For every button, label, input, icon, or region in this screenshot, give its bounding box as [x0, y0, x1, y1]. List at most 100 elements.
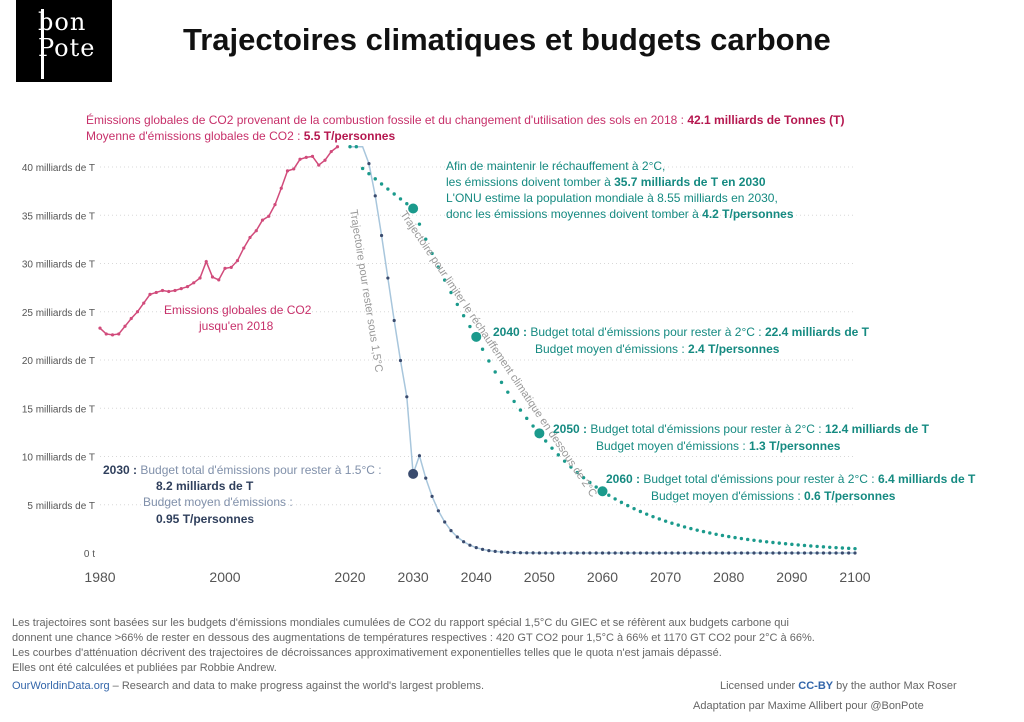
annotation-2060-line2: Budget moyen d'émissions : 0.6 T/personn…	[651, 489, 896, 503]
path-15c-point	[714, 551, 718, 555]
path-15c-point	[840, 551, 844, 555]
path-15c-point	[752, 551, 756, 555]
path-15c-point	[436, 509, 440, 513]
path-2c-point	[682, 525, 687, 529]
footer-notes: Les trajectoires sont basées sur les bud…	[12, 616, 815, 676]
path-15c-point	[664, 551, 668, 555]
path-2c-point	[758, 539, 763, 543]
path-2c-point	[468, 324, 472, 329]
path-15c-point	[594, 551, 598, 555]
footer-note-1: Les trajectoires sont basées sur les bud…	[12, 617, 789, 629]
path-2c-point	[783, 542, 788, 546]
y-axis-labels: 0 t 5 milliards de T 10 milliards de T 15 m…	[22, 163, 95, 560]
path-2c-point	[455, 302, 460, 307]
path-2c-point	[569, 465, 573, 469]
path-2c-point	[360, 166, 365, 171]
path-2c-point	[619, 500, 624, 505]
x-tick-label: 2050	[524, 569, 555, 585]
series-15c	[350, 145, 857, 555]
path-15c-point	[487, 548, 491, 553]
path-2c-point	[777, 541, 781, 545]
path-2c-point	[543, 439, 548, 443]
path-15c-point	[373, 194, 377, 198]
path-15c-point	[783, 551, 788, 555]
series-2c	[348, 145, 857, 551]
path-2c-milestone	[471, 331, 482, 342]
goal-line2: les émissions doivent tomber à 35.7 mill…	[446, 175, 766, 189]
path-2c-point	[499, 380, 504, 385]
adaptation-credit: Adaptation par Maxime Allibert pour @Bon…	[693, 700, 924, 712]
path-2c-point	[720, 533, 725, 538]
path-15c-point	[626, 551, 630, 555]
path-15c-point	[695, 551, 699, 555]
path-15c-point	[727, 551, 731, 555]
x-tick-label: 2000	[209, 569, 240, 585]
historical-point	[104, 332, 108, 336]
historical-point	[98, 326, 102, 330]
annotation-2030-15c-line2: 8.2 milliards de T	[156, 479, 254, 493]
path-15c-point	[651, 551, 655, 555]
historical-point	[154, 290, 158, 295]
path-2c-point	[613, 497, 617, 501]
historical-point	[317, 163, 321, 167]
path-2c-point	[752, 538, 756, 542]
y-tick-label: 15 milliards de T	[22, 404, 95, 415]
path-2c-milestone	[408, 203, 419, 214]
path-15c-point	[619, 551, 624, 555]
path-15c-point	[430, 494, 434, 498]
path-15c-point	[474, 546, 478, 550]
historical-point	[310, 154, 315, 158]
path-15c-point	[499, 550, 504, 554]
historical-label: Emissions globales de CO2	[164, 303, 312, 317]
path-2c-point	[594, 485, 598, 489]
path-2c-point	[796, 543, 800, 547]
path-15c-milestone	[408, 468, 419, 479]
historical-point	[198, 276, 202, 280]
path-15c-point	[802, 551, 807, 555]
historical-point	[135, 310, 140, 314]
path-2c-point	[644, 512, 649, 516]
cc-by-link[interactable]: CC-BY	[798, 680, 834, 692]
y-tick-label: 0 t	[84, 549, 95, 560]
owid-link[interactable]: OurWorldinData.org	[12, 680, 110, 692]
historical-point	[304, 155, 308, 159]
series-historical	[98, 145, 340, 337]
path-2c-point	[449, 290, 453, 295]
path-15c-point	[563, 551, 567, 555]
path-2c-point	[689, 526, 693, 531]
path-15c-point	[733, 551, 737, 555]
path-2c-point	[506, 390, 510, 394]
path-2c-point	[815, 544, 819, 549]
path-2c-milestone	[597, 486, 608, 497]
path-15c-point	[405, 395, 409, 399]
path-2c-point	[379, 182, 384, 186]
path-15c-point	[531, 551, 535, 555]
path-2c-point	[733, 535, 737, 540]
path-15c-point	[512, 550, 516, 555]
path-15c-point	[765, 551, 769, 555]
logo-text-pote: Pote	[38, 34, 96, 62]
license-text: Licensed under CC-BY by the author Max R…	[720, 680, 957, 692]
historical-point	[242, 246, 246, 250]
annotation-2060-line1: 2060 : Budget total d'émissions pour res…	[606, 472, 976, 486]
path-2c-point	[398, 197, 403, 201]
path-15c-point	[575, 551, 579, 555]
y-tick-label: 35 milliards de T	[22, 211, 95, 222]
path-2c-point	[525, 416, 529, 421]
path-15c-point	[701, 551, 706, 555]
path-15c-point	[657, 551, 661, 555]
historical-point	[298, 157, 302, 161]
path-2c-point	[663, 519, 668, 523]
annotation-2030-15c-line1: 2030 : Budget total d'émissions pour res…	[103, 463, 382, 477]
path-2c-point	[632, 506, 636, 511]
y-tick-label: 25 milliards de T	[22, 308, 95, 319]
bonpote-logo: bon Pote	[16, 0, 112, 82]
path-15c-point	[600, 551, 605, 555]
historical-point	[267, 214, 271, 218]
path-2c-point	[436, 265, 441, 269]
path-2c-point	[708, 531, 712, 535]
path-15c-point	[758, 551, 762, 555]
path-2c-point	[701, 529, 706, 534]
path-15c-point	[790, 551, 794, 555]
page-title: Trajectoires climatiques et budgets carb…	[183, 22, 831, 57]
